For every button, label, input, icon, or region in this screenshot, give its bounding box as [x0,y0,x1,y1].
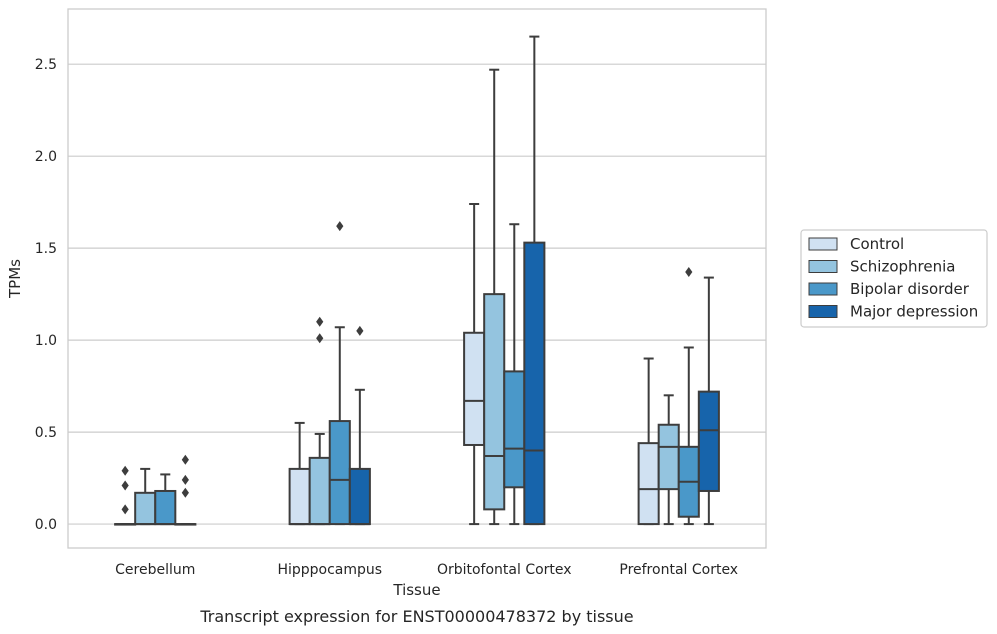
box-group [463,202,486,526]
box-body [523,241,546,526]
box-group [483,68,506,526]
box-body [657,423,680,491]
box-group [328,221,351,526]
box-group [174,454,197,526]
legend-label: Major depression [850,303,978,321]
box-group [308,316,331,526]
legend-frame [800,229,988,328]
outlier-point [121,465,129,476]
legend-swatch [808,237,838,251]
x-tick-label: Orbitofontal Cortex [437,562,572,578]
box-group [114,465,137,526]
legend-label: Bipolar disorder [850,280,970,298]
legend-swatch [808,282,838,296]
box-body [348,467,371,526]
box-body [134,491,157,526]
y-tick-label: 1.0 [35,333,57,349]
y-tick-label: 2.5 [35,57,57,73]
box-group [288,421,311,526]
box-body [154,489,177,526]
y-tick-label: 1.5 [35,241,57,257]
legend: Control Schizophrenia Bipolar disorder Majo… [800,229,988,328]
outlier-point [121,504,129,515]
y-tick-label: 0.0 [35,517,57,533]
legend-label: Schizophrenia [850,258,955,276]
box-group [348,325,371,526]
y-axis-title: TPMs [6,259,24,299]
box-group [677,267,700,526]
y-tick-labels: 0.0 0.5 1.0 1.5 2.0 2.5 [35,57,57,533]
box-body [697,390,720,492]
outlier-point [181,474,189,485]
x-axis-title: Tissue [392,581,440,599]
x-tick-label: Cerebellum [115,562,195,578]
outlier-point [181,454,189,465]
y-tick-label: 2.0 [35,149,57,165]
legend-swatch [808,305,838,318]
outlier-point [685,267,693,278]
box-body [308,456,331,526]
box-group [657,394,680,526]
outlier-point [121,480,129,491]
box-marks [114,35,720,526]
box-group [637,357,660,526]
box-body [288,467,311,526]
box-body [463,331,486,446]
outlier-point [181,487,189,498]
legend-swatch [808,260,838,273]
outlier-point [356,325,364,336]
outlier-point [316,333,324,344]
box-body [503,370,526,489]
box-group [697,276,720,526]
outlier-point [336,221,344,232]
x-tick-label: Hipppocampus [277,562,382,578]
x-tick-labels: Cerebellum Hipppocampus Orbitofontal Corte… [115,562,738,578]
box-group [134,467,157,526]
plot-frame [67,8,767,549]
box-body [637,442,660,526]
box-group [154,473,177,526]
outlier-point [316,316,324,327]
legend-label: Control [850,235,904,253]
y-tick-label: 0.5 [35,425,57,441]
box-body [328,420,351,526]
chart-caption: Transcript expression for ENST0000047837… [199,607,633,626]
box-group [503,223,526,526]
box-group [523,35,546,526]
x-tick-label: Prefrontal Cortex [619,562,738,578]
box-body [483,293,506,511]
